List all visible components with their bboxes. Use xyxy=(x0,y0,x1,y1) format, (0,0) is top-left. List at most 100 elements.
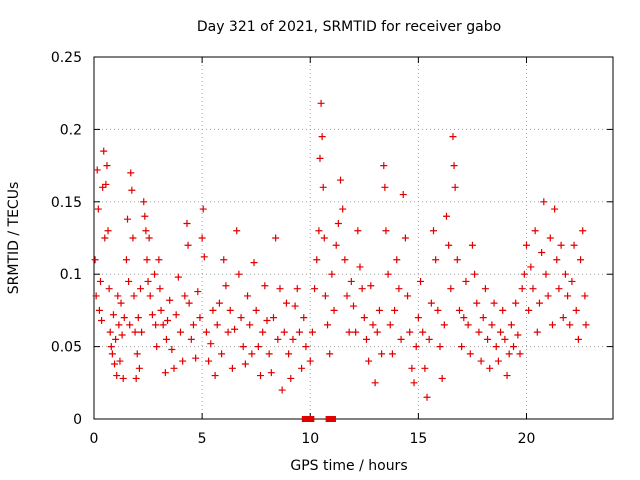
data-point xyxy=(152,321,160,329)
data-point xyxy=(356,263,364,271)
data-point xyxy=(490,299,498,307)
y-tick-label: 0.1 xyxy=(60,267,82,283)
data-point xyxy=(117,299,125,307)
data-point xyxy=(318,133,326,141)
data-point xyxy=(412,343,420,351)
data-point xyxy=(531,227,539,235)
data-point xyxy=(148,311,156,319)
data-point xyxy=(162,335,170,343)
data-point xyxy=(104,227,112,235)
data-point xyxy=(494,357,502,365)
data-point xyxy=(450,162,458,170)
data-point xyxy=(156,285,164,293)
data-point xyxy=(177,328,184,336)
data-point xyxy=(280,328,288,336)
data-point xyxy=(181,292,189,300)
data-point xyxy=(350,302,357,310)
data-point xyxy=(285,350,293,358)
data-point xyxy=(94,205,102,213)
x-tick-label: 5 xyxy=(198,431,207,447)
data-point xyxy=(199,205,207,213)
data-point xyxy=(215,299,223,307)
data-point xyxy=(538,248,546,256)
data-point xyxy=(112,335,120,343)
data-point xyxy=(192,354,200,362)
data-point xyxy=(244,292,252,300)
data-point xyxy=(220,256,228,264)
data-point xyxy=(548,321,556,329)
data-point xyxy=(544,292,552,300)
data-point xyxy=(129,234,137,242)
data-point xyxy=(458,343,466,351)
data-point xyxy=(106,328,114,336)
data-point xyxy=(367,282,375,290)
data-point xyxy=(347,277,355,285)
data-point xyxy=(198,234,206,242)
data-point xyxy=(481,285,489,293)
data-point xyxy=(302,343,310,351)
data-point xyxy=(126,321,134,329)
data-point xyxy=(269,314,277,322)
data-point xyxy=(386,321,394,329)
data-point xyxy=(250,259,258,267)
data-point xyxy=(226,306,234,314)
data-point xyxy=(172,311,180,319)
data-point xyxy=(102,180,110,188)
data-point xyxy=(174,273,182,281)
plot-frame xyxy=(93,56,614,420)
data-point xyxy=(551,205,559,213)
data-point xyxy=(343,292,351,300)
data-point xyxy=(453,256,461,264)
data-point xyxy=(108,350,116,358)
data-point xyxy=(572,306,580,314)
data-point xyxy=(222,282,230,290)
zero-marker xyxy=(329,416,336,422)
data-point xyxy=(455,306,463,314)
data-point xyxy=(130,292,138,300)
data-point xyxy=(276,285,284,293)
data-point xyxy=(200,253,208,261)
data-point xyxy=(133,350,141,358)
data-point xyxy=(577,256,585,264)
data-point xyxy=(523,241,530,249)
y-tick-labels: 0 0.05 0.1 0.15 0.2 0.25 xyxy=(51,50,82,428)
data-point xyxy=(324,321,332,329)
data-point xyxy=(555,285,563,293)
data-point xyxy=(233,227,241,235)
data-point xyxy=(111,360,119,368)
data-point xyxy=(146,292,154,300)
data-point xyxy=(257,372,265,380)
data-point xyxy=(116,357,124,365)
data-point xyxy=(540,198,548,206)
data-point xyxy=(535,299,543,307)
data-point xyxy=(559,314,567,322)
data-point xyxy=(291,302,299,310)
data-point xyxy=(254,343,262,351)
data-point xyxy=(570,241,578,249)
data-point xyxy=(189,321,197,329)
data-point xyxy=(125,277,133,285)
data-point xyxy=(144,277,152,285)
data-point xyxy=(179,357,187,365)
data-point xyxy=(145,234,153,242)
data-point xyxy=(404,292,412,300)
zero-markers xyxy=(301,416,336,422)
data-point xyxy=(503,372,511,380)
data-point xyxy=(460,314,468,322)
data-point xyxy=(120,314,128,322)
data-point xyxy=(339,205,347,213)
data-point xyxy=(122,256,130,264)
data-point xyxy=(115,321,123,329)
data-point xyxy=(118,331,126,339)
data-point xyxy=(436,343,444,351)
data-point xyxy=(380,162,388,170)
data-point xyxy=(168,345,176,353)
data-point xyxy=(464,321,472,329)
data-point xyxy=(529,285,537,293)
data-point xyxy=(497,328,505,336)
data-point xyxy=(113,372,121,380)
data-point xyxy=(185,299,193,307)
data-point xyxy=(128,186,136,194)
data-point xyxy=(445,241,453,249)
data-point xyxy=(419,328,427,336)
